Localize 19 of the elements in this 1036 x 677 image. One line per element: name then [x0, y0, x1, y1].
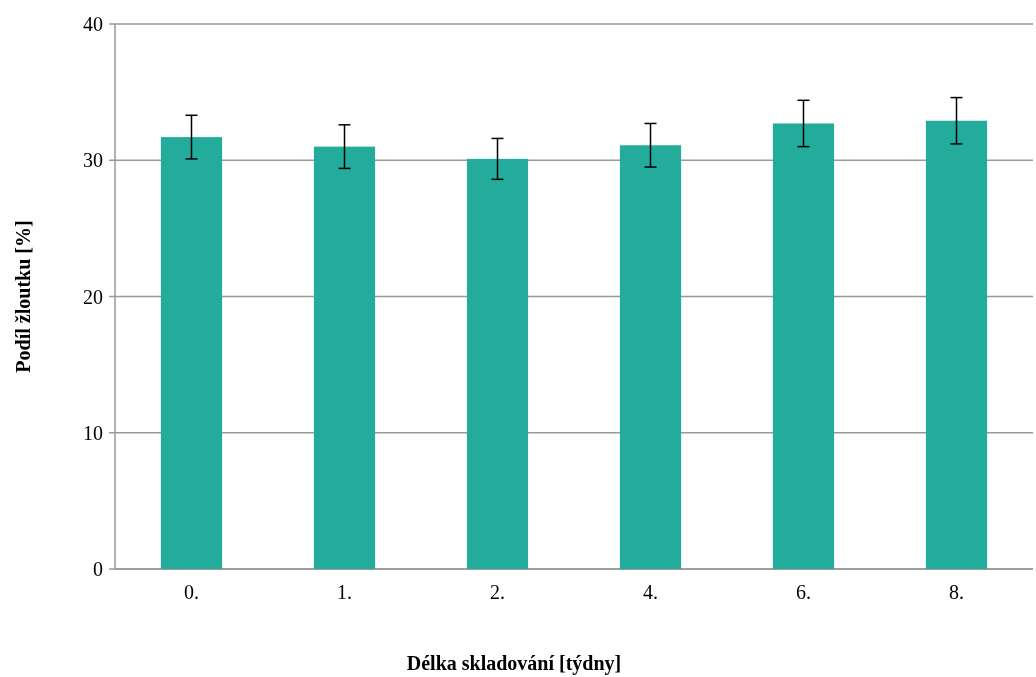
bar	[466, 158, 529, 569]
bar	[160, 137, 223, 569]
x-tick-label: 1.	[337, 581, 352, 603]
x-tick-label: 0.	[184, 581, 199, 603]
bar	[772, 123, 835, 569]
x-axis-title: Délka skladování [týdny]	[406, 652, 622, 675]
bar	[313, 146, 376, 569]
bar	[925, 120, 988, 569]
x-tick-label: 8.	[949, 581, 964, 603]
x-tick-label: 4.	[643, 581, 658, 603]
bar	[619, 145, 682, 569]
y-axis-title: Podíl žloutku [%]	[12, 220, 34, 373]
x-tick-label: 2.	[490, 581, 505, 603]
y-tick-label: 0	[93, 558, 103, 580]
y-tick-label: 30	[83, 149, 103, 172]
y-tick-label: 10	[83, 421, 103, 444]
y-tick-label: 20	[83, 285, 103, 308]
y-tick-label: 40	[83, 13, 103, 35]
x-tick-label: 6.	[796, 581, 811, 603]
